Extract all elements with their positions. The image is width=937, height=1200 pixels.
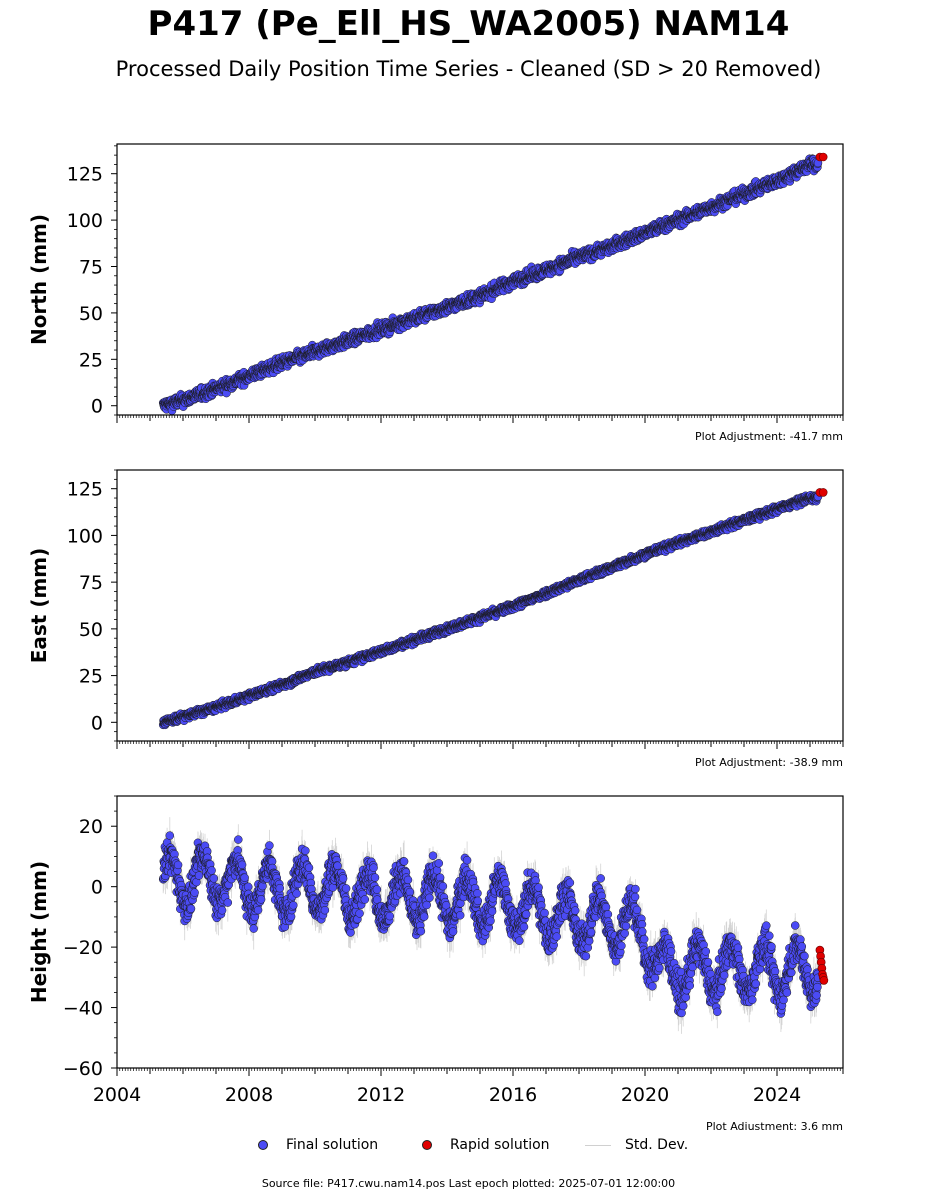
y-axis-label: North (mm) [27,214,51,345]
chart-subtitle: Processed Daily Position Time Series - C… [115,57,822,81]
y-tick-label: 0 [91,396,103,418]
chart-title: P417 (Pe_Ell_HS_WA2005) NAM14 [147,4,790,44]
y-tick-label: 100 [67,210,103,232]
y-tick-label: 50 [79,303,103,325]
time-series-chart: 0 25 50 75 100 125 North (mm) Plot Adjustment: … [27,143,844,1130]
plot-adjustment: Plot Adjustment: -41.7 mm [695,430,843,443]
y-tick-label: 125 [67,164,103,186]
plot-area [158,488,828,730]
plot-frame [116,143,844,416]
y-tick-label: 75 [79,257,103,279]
rapid-solution-point [818,152,828,162]
plot-area [158,152,828,415]
panel-north: 0 25 50 75 100 125 North (mm) Plot Adjustment: … [27,143,844,443]
y-tick-label: 25 [79,349,103,371]
